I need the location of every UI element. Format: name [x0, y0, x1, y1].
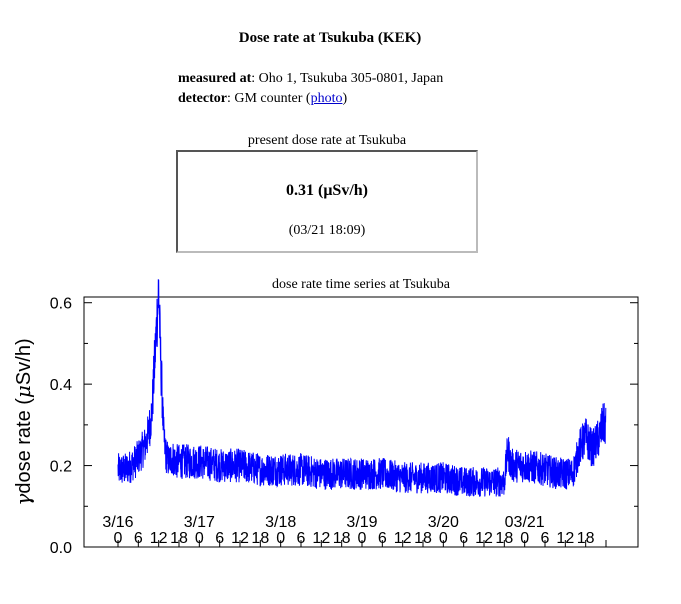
x-hour-label: 6: [541, 530, 550, 547]
measured-at-line: measured at: Oho 1, Tsukuba 305-0801, Ja…: [178, 69, 443, 89]
x-day-label: 3/19: [346, 514, 377, 531]
axis-ticks: [84, 302, 638, 548]
measured-at-label: measured at: [178, 71, 252, 86]
y-axis-title: γdose rate (μSv/h): [11, 338, 35, 505]
x-hour-label: 6: [134, 530, 143, 547]
x-hour-label: 0: [114, 530, 123, 547]
x-day-label: 3/20: [428, 514, 459, 531]
x-hour-label: 18: [495, 530, 513, 547]
present-rate-box: [176, 150, 478, 253]
y-tick-label: 0.0: [50, 540, 72, 557]
y-axis-unit: Sv/h): [13, 338, 35, 385]
chart-caption: dose rate time series at Tsukuba: [272, 277, 450, 292]
y-axis-mu: μ: [11, 385, 35, 398]
x-hour-label: 12: [556, 530, 574, 547]
y-tick-label: 0.2: [50, 459, 72, 476]
x-hour-label: 12: [312, 530, 330, 547]
x-hour-label: 18: [251, 530, 269, 547]
x-hour-label: 0: [358, 530, 367, 547]
detector-value: : GM counter (: [226, 91, 311, 106]
x-day-label: 03/21: [505, 514, 545, 531]
dose-rate-line: [117, 279, 607, 497]
x-hour-label: 0: [439, 530, 448, 547]
plot-frame: [83, 296, 639, 548]
page-title: Dose rate at Tsukuba (KEK): [238, 30, 422, 46]
present-rate-value: 0.31 (μSv/h): [286, 182, 368, 199]
x-hour-label: 6: [378, 530, 387, 547]
detector-label: detector: [178, 91, 227, 106]
y-axis-gamma: γ: [11, 494, 35, 506]
present-rate-caption: present dose rate at Tsukuba: [247, 133, 407, 148]
x-hour-label: 0: [195, 530, 204, 547]
measured-at-value: : Oho 1, Tsukuba 305-0801, Japan: [251, 71, 444, 86]
x-hour-label: 12: [231, 530, 249, 547]
x-hour-label: 0: [520, 530, 529, 547]
x-hour-label: 12: [150, 530, 168, 547]
present-rate-timestamp: (03/21 18:09): [288, 223, 366, 238]
x-hour-label: 6: [297, 530, 306, 547]
y-axis-main: dose rate (: [13, 398, 35, 494]
y-tick-label: 0.6: [50, 296, 72, 313]
x-hour-label: 0: [276, 530, 285, 547]
station-info: measured at: Oho 1, Tsukuba 305-0801, Ja…: [178, 69, 443, 109]
y-tick-label: 0.4: [50, 377, 72, 394]
x-hour-label: 6: [215, 530, 224, 547]
x-hour-label: 18: [577, 530, 595, 547]
x-hour-label: 12: [394, 530, 412, 547]
axis-labels: 0.00.20.40.60 6 12 18 0 6 12 18 0 6 12 18 0 6 12 18 0 6 12…: [50, 296, 595, 557]
x-hour-label: 18: [414, 530, 432, 547]
x-hour-label: 12: [475, 530, 493, 547]
photo-link[interactable]: photo: [310, 91, 343, 106]
x-hour-label: 6: [459, 530, 468, 547]
detector-close-paren: ): [342, 91, 348, 106]
x-day-label: 3/18: [265, 514, 296, 531]
x-hour-label: 18: [333, 530, 351, 547]
x-hour-label: 18: [170, 530, 188, 547]
x-day-label: 3/16: [102, 514, 133, 531]
x-day-label: 3/17: [184, 514, 215, 531]
detector-line: detector: GM counter (photo): [178, 89, 443, 109]
